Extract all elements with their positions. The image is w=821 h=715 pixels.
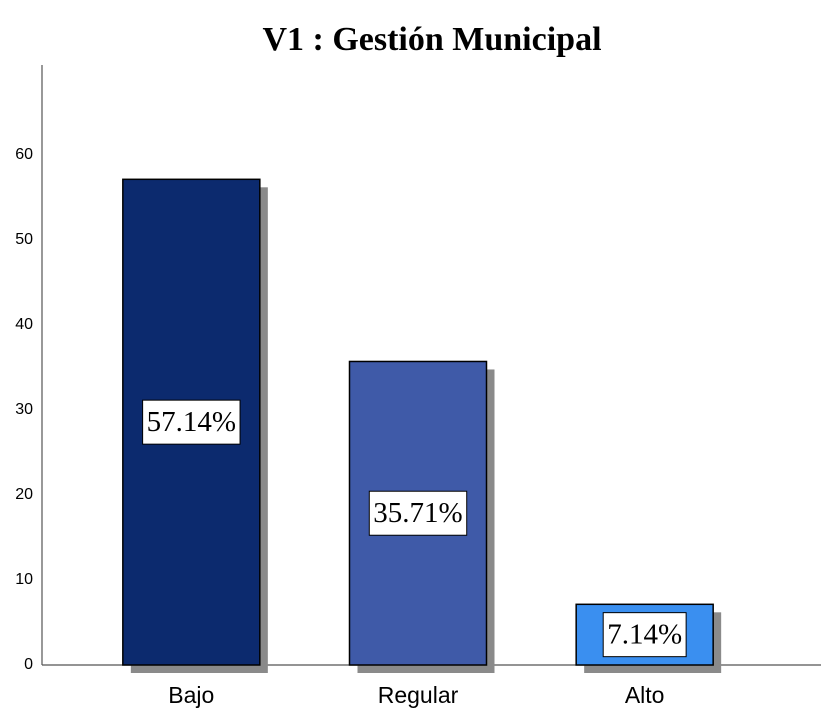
y-tick-label: 30 <box>15 401 33 418</box>
y-tick-label: 50 <box>15 231 33 248</box>
x-tick-label: Alto <box>625 682 665 708</box>
y-tick-label: 0 <box>24 656 33 673</box>
value-label-box <box>368 490 468 536</box>
value-label: 7.14% <box>607 618 682 650</box>
y-tick-label: 60 <box>15 146 33 163</box>
value-label-box <box>602 612 687 658</box>
value-label: 57.14% <box>147 406 236 438</box>
y-tick-label: 40 <box>15 316 33 333</box>
x-tick-label: Regular <box>378 682 459 708</box>
value-label: 35.71% <box>373 497 462 529</box>
chart-title: V1 : Gestión Municipal <box>262 21 601 58</box>
y-tick-label: 10 <box>15 571 33 588</box>
x-tick-label: Bajo <box>168 682 214 708</box>
value-label-box <box>142 399 241 445</box>
y-tick-label: 20 <box>15 486 33 503</box>
